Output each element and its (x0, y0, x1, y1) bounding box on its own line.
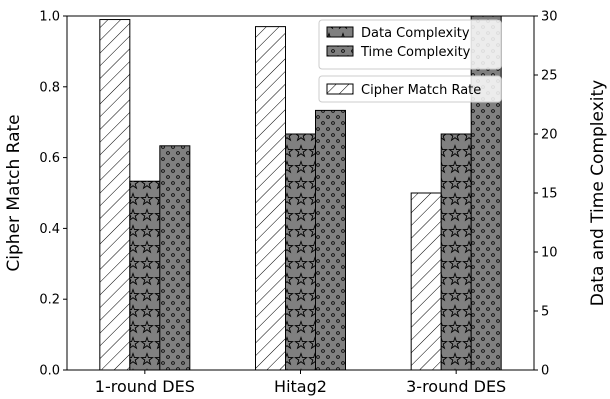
right-tick-label: 30 (541, 10, 558, 25)
legend-label: Cipher Match Rate (361, 83, 481, 98)
legend-box-right-axis (318, 19, 502, 70)
x-axis-ticks: 1-round DES Hitag2 3-round DES (95, 370, 506, 396)
bar-time-complexity-0 (159, 145, 191, 371)
legend-swatch (326, 26, 354, 38)
right-tick-label: 5 (541, 305, 549, 320)
right-tick-label: 15 (541, 187, 558, 202)
left-axis-title: Cipher Match Rate (4, 114, 24, 271)
legend-swatch (326, 45, 354, 57)
category-label: 1-round DES (95, 377, 195, 396)
legend: Data Complexity Time Complexity Cipher Mat… (318, 19, 502, 103)
legend-label: Data Complexity (361, 26, 470, 41)
legend-box-left-axis (318, 75, 502, 103)
bar-cipher-match-rate-1 (255, 26, 286, 371)
bar-cipher-match-rate-2 (410, 192, 442, 371)
left-axis-ticks: 0.0 0.2 0.4 0.6 0.8 1.0 (39, 10, 67, 379)
bars-group (99, 15, 502, 371)
left-tick-label: 0.4 (39, 222, 60, 237)
category-label: 3-round DES (406, 377, 506, 396)
right-axis-ticks: 0 5 10 15 20 25 30 (534, 10, 558, 379)
left-tick-label: 0.0 (39, 364, 60, 379)
bar-data-complexity-1 (285, 133, 316, 371)
left-tick-label: 0.6 (39, 151, 60, 166)
left-tick-label: 1.0 (39, 10, 60, 25)
right-tick-label: 20 (541, 128, 558, 143)
legend-label: Time Complexity (360, 45, 471, 60)
right-tick-label: 0 (541, 364, 549, 379)
right-tick-label: 25 (541, 69, 558, 84)
left-tick-label: 0.2 (39, 293, 60, 308)
legend-swatch (326, 83, 354, 95)
right-tick-label: 10 (541, 246, 558, 261)
right-axis-title: Data and Time Complexity (588, 80, 608, 306)
left-tick-label: 0.8 (39, 80, 60, 95)
bar-cipher-match-rate-0 (99, 19, 131, 371)
bar-data-complexity-2 (440, 133, 472, 371)
category-label: Hitag2 (274, 377, 327, 396)
bar-time-complexity-1 (315, 109, 346, 371)
bar-data-complexity-0 (129, 180, 161, 371)
